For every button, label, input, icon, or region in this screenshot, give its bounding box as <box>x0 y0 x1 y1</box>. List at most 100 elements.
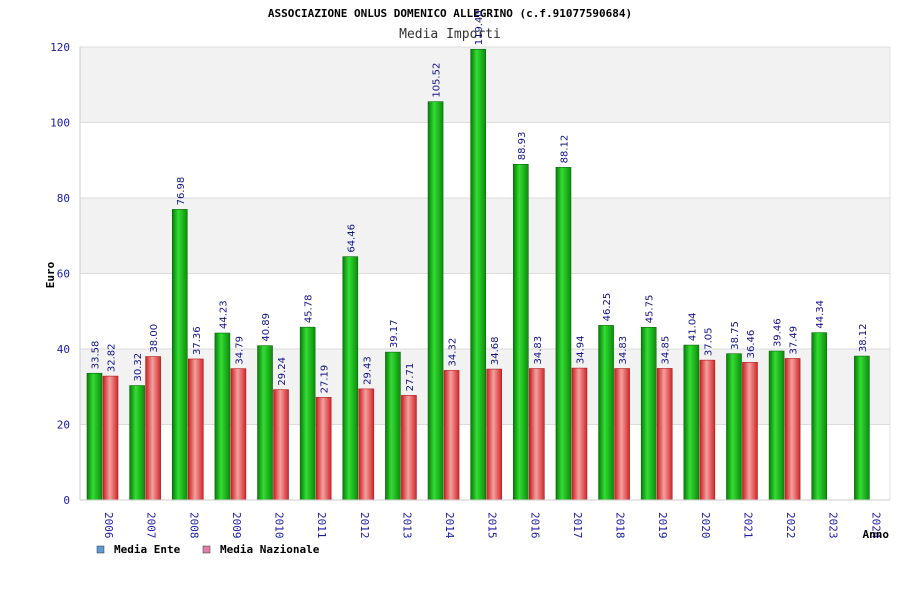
bar-media-nazionale-2021 <box>742 362 758 501</box>
bar-value-label: 30.32 <box>133 353 144 382</box>
x-axis-ticks: 2006 2007 2008 2009 2010 2011 2012 2013 2014 2015… <box>102 512 882 539</box>
x-tick-label: 2009 <box>230 512 243 539</box>
bar-value-label: 46.25 <box>602 293 613 322</box>
legend: Media Ente Media Nazionale <box>96 543 320 556</box>
bar-media-nazionale-2020 <box>699 359 716 501</box>
data-labels: 33.58 32.82 30.32 38.00 76.98 37.36 44.23 34.79… <box>91 10 869 393</box>
bar-value-label: 105.52 <box>432 63 443 98</box>
legend-label-media-ente: Media Ente <box>114 543 181 556</box>
axes <box>79 47 891 501</box>
x-tick-label: 2021 <box>741 512 754 539</box>
y-tick-label: 60 <box>57 268 70 281</box>
bar-value-label: 88.12 <box>559 135 570 164</box>
y-tick-label: 40 <box>57 343 70 356</box>
chart-title: ASSOCIAZIONE ONLUS DOMENICO ALLEGRINO (c… <box>268 7 632 20</box>
bar-media-nazionale-2015 <box>486 368 502 501</box>
bar-media-ente-2012 <box>342 256 359 501</box>
bars <box>86 48 870 501</box>
bar-media-nazionale-2012 <box>358 388 375 501</box>
x-tick-label: 2019 <box>656 512 669 539</box>
bar-media-nazionale-2009 <box>230 368 247 501</box>
y-tick-label: 20 <box>57 419 70 432</box>
bar-media-ente-2013 <box>385 351 401 501</box>
bar-value-label: 38.75 <box>730 321 741 350</box>
x-tick-label: 2012 <box>358 512 371 539</box>
bar-value-label: 34.32 <box>448 338 459 367</box>
bar-media-nazionale-2022 <box>784 358 801 501</box>
x-tick-label: 2017 <box>571 512 584 539</box>
bar-value-label: 41.04 <box>687 312 698 341</box>
bar-media-ente-2015 <box>470 48 486 501</box>
x-tick-label: 2022 <box>784 512 797 539</box>
bar-media-ente-2017 <box>555 167 572 501</box>
x-tick-label: 2014 <box>443 512 456 539</box>
bar-media-ente-2019 <box>640 326 657 501</box>
bar-media-nazionale-2014 <box>443 370 460 501</box>
bar-value-label: 29.24 <box>277 357 288 386</box>
x-axis-label: Anno <box>863 528 890 541</box>
bar-value-label: 34.79 <box>234 336 245 365</box>
bar-value-label: 34.83 <box>533 336 544 365</box>
bar-value-label: 37.36 <box>192 326 203 355</box>
bar-value-label: 27.19 <box>320 365 331 394</box>
x-tick-label: 2020 <box>699 512 712 539</box>
bar-media-nazionale-2017 <box>571 367 588 501</box>
bar-value-label: 76.98 <box>176 177 187 206</box>
bar-media-ente-2014 <box>427 101 444 501</box>
x-tick-label: 2024 <box>869 512 882 539</box>
x-tick-label: 2011 <box>315 512 328 539</box>
bar-value-label: 32.82 <box>107 343 118 372</box>
x-tick-label: 2010 <box>273 512 286 539</box>
x-tick-label: 2015 <box>486 512 499 539</box>
y-tick-label: 100 <box>50 117 70 130</box>
y-axis-ticks: 0 20 40 60 80 100 120 <box>50 41 70 507</box>
bar-value-label: 36.46 <box>746 330 757 359</box>
y-axis-label: Euro <box>44 261 57 288</box>
bar-value-label: 37.05 <box>703 327 714 356</box>
bar-media-ente-2007 <box>129 385 145 501</box>
bar-value-label: 39.17 <box>389 319 400 348</box>
bar-media-ente-2010 <box>257 345 273 501</box>
y-tick-label: 80 <box>57 192 70 205</box>
y-tick-label: 120 <box>50 41 70 54</box>
bar-value-label: 119.40 <box>474 10 485 45</box>
x-tick-label: 2023 <box>827 512 840 539</box>
bar-value-label: 29.43 <box>362 356 373 385</box>
x-tick-label: 2008 <box>187 512 200 539</box>
bar-value-label: 40.89 <box>261 313 272 342</box>
x-tick-label: 2016 <box>528 512 541 539</box>
bar-media-ente-2009 <box>214 332 231 501</box>
bar-media-nazionale-2019 <box>656 368 673 501</box>
bar-media-ente-2020 <box>683 344 700 501</box>
y-tick-label: 0 <box>63 494 70 507</box>
bar-value-label: 38.12 <box>858 323 869 352</box>
bar-value-label: 34.85 <box>661 336 672 365</box>
bar-media-nazionale-2010 <box>273 389 289 501</box>
bar-media-nazionale-2016 <box>529 368 545 501</box>
bar-media-nazionale-2008 <box>187 358 204 501</box>
bar-value-label: 44.23 <box>218 300 229 329</box>
bar-value-label: 39.46 <box>773 318 784 347</box>
bar-value-label: 33.58 <box>91 341 102 370</box>
bar-value-label: 45.75 <box>645 295 656 324</box>
x-tick-label: 2018 <box>614 512 627 539</box>
bar-media-ente-2023 <box>811 332 828 501</box>
x-tick-label: 2007 <box>145 512 158 539</box>
bar-value-label: 88.93 <box>517 132 528 161</box>
bar-media-nazionale-2007 <box>145 356 161 501</box>
bar-value-label: 45.78 <box>304 295 315 324</box>
bar-value-label: 38.00 <box>149 324 160 353</box>
bar-value-label: 34.94 <box>575 335 586 364</box>
bar-media-ente-2021 <box>726 353 742 501</box>
bar-value-label: 27.71 <box>405 363 416 392</box>
legend-label-media-nazionale: Media Nazionale <box>220 543 320 556</box>
bar-media-ente-2008 <box>171 209 188 501</box>
bar-value-label: 34.68 <box>490 336 501 365</box>
bar-media-ente-2011 <box>299 326 316 501</box>
bar-value-label: 44.34 <box>815 300 826 329</box>
bar-media-nazionale-2013 <box>401 395 417 501</box>
x-tick-label: 2013 <box>400 512 413 539</box>
bar-media-ente-2006 <box>86 372 103 501</box>
x-tick-label: 2006 <box>102 512 115 539</box>
